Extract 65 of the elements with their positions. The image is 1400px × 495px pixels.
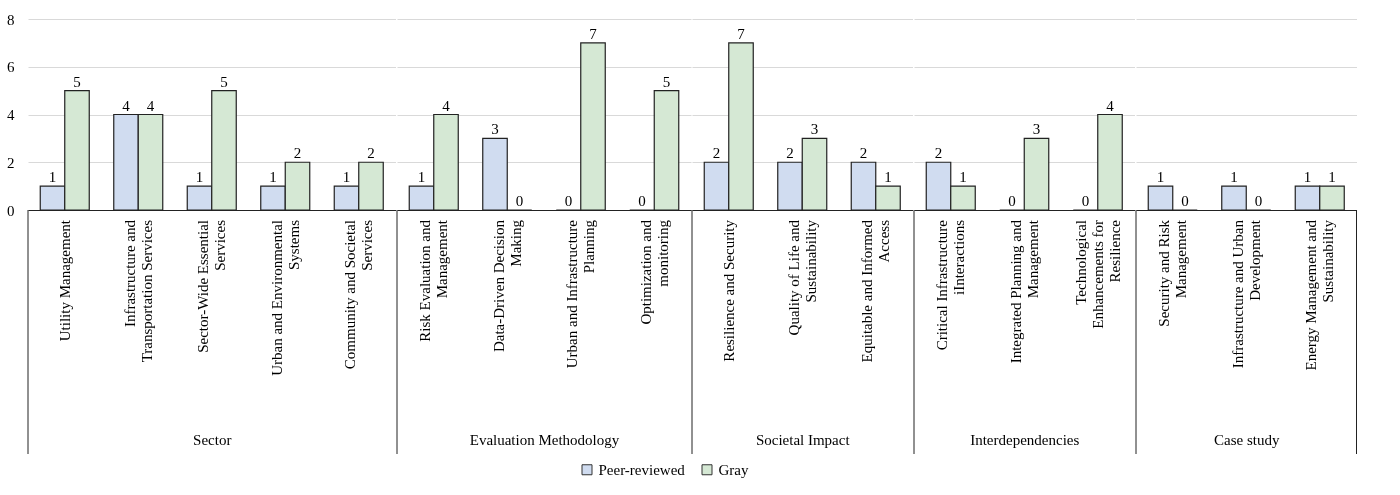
data-label: 5 [220, 73, 228, 90]
x-axis-title: Sector [193, 431, 232, 448]
data-label: 0 [1081, 193, 1090, 209]
x-tick-label: Technological Enhancements for Resilience [1072, 219, 1123, 329]
y-tick-label: 6 [7, 59, 15, 76]
x-tick-label: Urban and Infrastructure Planning [564, 219, 598, 369]
data-label: 4 [146, 97, 155, 114]
x-tick-label: Equitable and Informed Access [859, 219, 893, 363]
x-tick-label: Sector-Wide Essential Services [195, 219, 229, 353]
data-label: 5 [73, 73, 81, 90]
data-label: 3 [810, 121, 819, 138]
data-label: 1 [1328, 169, 1336, 186]
x-tick-label: Security and Risk Management [1156, 219, 1190, 327]
y-tick-label: 8 [7, 11, 15, 28]
x-axis-title: Case study [1214, 431, 1280, 448]
data-label: 2 [367, 145, 375, 162]
legend-label: Gray [718, 461, 749, 478]
x-tick-label: Quality of Life and Sustainability [785, 219, 819, 336]
x-tick-label: Resilience and Security [720, 219, 737, 362]
x-tick-label: Urban and Environmental Systems [268, 219, 302, 376]
x-tick-label: Infrastructure and Transportation Services [121, 219, 155, 363]
data-label: 2 [293, 145, 302, 162]
data-label: 1 [1303, 169, 1312, 186]
x-axis-title: Evaluation Methodology [469, 431, 620, 448]
data-label: 4 [1106, 97, 1115, 114]
data-label: 1 [269, 169, 277, 186]
x-tick-label: Community and Societal Services [342, 219, 376, 370]
x-tick-label: Risk Evaluation and Management [417, 219, 451, 342]
data-label: 4 [122, 97, 131, 114]
data-label: 1 [884, 169, 892, 186]
x-tick-label: Optimization and monitoring [637, 219, 671, 325]
data-label: 4 [442, 97, 451, 114]
data-label: 2 [786, 145, 794, 162]
x-tick-label: Data-Driven Decision Making [490, 219, 524, 353]
data-label: 1 [1156, 169, 1165, 186]
data-label: 1 [48, 169, 57, 186]
x-axis-title: Interdependencies [970, 431, 1080, 448]
y-tick-label: 2 [7, 154, 15, 171]
x-axis-title: Societal Impact [755, 431, 851, 448]
data-label: 1 [1230, 169, 1238, 186]
y-tick-label: 0 [7, 202, 15, 219]
data-label: 7 [737, 25, 746, 42]
data-label: 0 [1181, 193, 1189, 209]
data-label: 0 [564, 193, 573, 209]
data-label: 0 [1254, 193, 1263, 209]
data-label: 0 [1008, 193, 1016, 209]
data-label: 7 [589, 25, 598, 42]
data-label: 5 [662, 73, 671, 90]
x-tick-label: Critical Infrastructure iInteractions [934, 219, 968, 351]
x-tick-label: Energy Management and Sustainability [1303, 219, 1337, 371]
data-label: 1 [342, 169, 351, 186]
data-label: 3 [491, 121, 499, 138]
data-label: 1 [195, 169, 204, 186]
legend-label: Peer-reviewed [598, 461, 686, 478]
data-label: 2 [859, 145, 868, 162]
data-label: 2 [934, 145, 943, 162]
data-label: 1 [959, 169, 967, 186]
data-label: 3 [1032, 121, 1041, 138]
data-label: 2 [712, 145, 721, 162]
data-label: 1 [417, 169, 426, 186]
x-tick-label: Utility Management [56, 219, 73, 342]
x-tick-label: Infrastructure and Urban Development [1229, 219, 1263, 369]
data-label: 0 [638, 193, 646, 209]
y-tick-label: 4 [7, 107, 15, 123]
data-label: 0 [515, 193, 524, 209]
